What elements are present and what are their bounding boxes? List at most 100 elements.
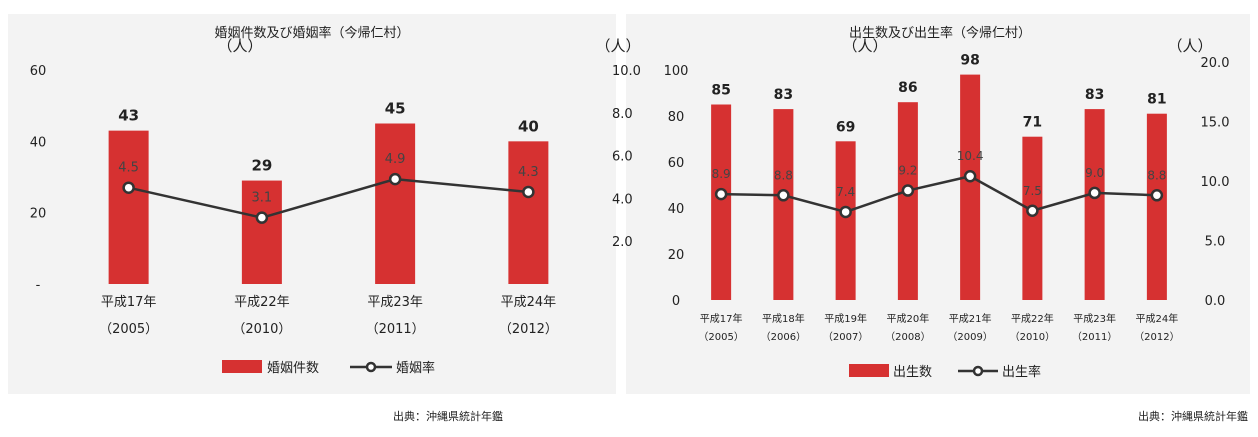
marriage-category-year: （2010） — [232, 322, 291, 337]
marriage-bar-label: 43 — [118, 107, 139, 125]
birth-y-tick: 100 — [664, 64, 689, 79]
birth-bar-label: 86 — [898, 80, 917, 96]
marriage-rate-line — [128, 177, 529, 219]
birth-rate-line — [721, 174, 1157, 214]
birth-legend: 出生数 出生率 — [849, 364, 1041, 380]
birth-rate-marker — [1088, 186, 1101, 200]
marriage-legend-line-label: 婚姻率 — [396, 360, 435, 376]
birth-rate-label: 8.9 — [712, 167, 731, 181]
birth-rate-label: 9.2 — [898, 164, 917, 178]
birth-category-label: 平成21年 — [949, 312, 992, 325]
marriage-category-label: 平成24年 — [501, 295, 557, 310]
birth-category-label: 平成20年 — [887, 312, 930, 325]
birth-legend-bar-label: 出生数 — [893, 365, 932, 380]
chart-marks: - 20 40 60 2.0 4.0 6.0 8.0 10.0 43 29 45 40 4.5 3.1 4.9… — [30, 53, 1230, 343]
birth-y-tick: 80 — [668, 110, 685, 125]
birth-source-note: 出典：沖縄県統計年鑑 — [1138, 409, 1248, 423]
birth-category-year: （2005） — [698, 331, 743, 343]
marriage-legend-marker — [365, 361, 377, 373]
marriage-bar-label: 29 — [251, 157, 272, 175]
birth-y-tick: 60 — [668, 156, 685, 171]
marriage-bar-label: 40 — [518, 117, 539, 135]
marriage-source-note: 出典：沖縄県統計年鑑 — [393, 409, 503, 423]
birth-rate-label: 8.8 — [1147, 168, 1166, 182]
birth-category-year: （2010） — [1010, 331, 1055, 343]
birth-rate-label: 7.4 — [836, 185, 855, 199]
marriage-category-label: 平成23年 — [367, 295, 423, 310]
marriage-legend-bar-label: 婚姻件数 — [267, 361, 319, 376]
marriage-y2-tick: 4.0 — [612, 192, 633, 207]
birth-category-label: 平成18年 — [762, 312, 805, 325]
birth-rate-label: 9.0 — [1085, 166, 1104, 180]
birth-bar-label: 98 — [960, 53, 979, 69]
marriage-rate-marker — [522, 185, 535, 199]
birth-bar-label: 83 — [774, 87, 793, 103]
birth-rate-marker — [1026, 204, 1039, 217]
marriage-y2-tick: 2.0 — [612, 235, 633, 250]
birth-category-label: 平成17年 — [700, 312, 743, 325]
birth-legend-bar-swatch — [849, 364, 889, 377]
marriage-rate-label: 3.1 — [252, 191, 273, 206]
birth-bar — [1084, 109, 1105, 300]
birth-chart-title: 出生数及び出生率（今帰仁村） — [849, 25, 1031, 41]
birth-y-tick: 40 — [668, 202, 685, 217]
birth-bar-label: 71 — [1023, 115, 1042, 131]
marriage-bar — [375, 123, 416, 284]
marriage-chart-title: 婚姻件数及び婚姻率（今帰仁村） — [214, 25, 409, 41]
marriage-rate-marker — [122, 181, 135, 194]
marriage-category-label: 平成22年 — [234, 295, 290, 310]
birth-y2-tick: 15.0 — [1201, 116, 1230, 131]
birth-y2-tick: 0.0 — [1205, 294, 1226, 309]
marriage-rate-marker — [255, 211, 269, 224]
marriage-y-tick: 20 — [30, 207, 47, 222]
birth-bar-label: 69 — [836, 119, 855, 135]
birth-category-label: 平成23年 — [1073, 312, 1116, 325]
birth-bar-label: 83 — [1085, 87, 1104, 103]
marriage-left-unit: （人） — [217, 37, 262, 55]
birth-rate-label: 10.4 — [957, 149, 984, 163]
marriage-bar-label: 45 — [385, 100, 406, 118]
birth-category-year: （2009） — [947, 331, 992, 343]
marriage-y2-tick: 8.0 — [612, 107, 633, 122]
marriage-category-year: （2012） — [499, 322, 558, 337]
birth-category-year: （2008） — [885, 331, 930, 343]
birth-bar-label: 85 — [711, 83, 730, 99]
birth-bar — [1022, 136, 1043, 300]
birth-bar — [773, 109, 794, 300]
marriage-category-year: （2005） — [99, 322, 158, 337]
birth-legend-marker — [972, 365, 984, 377]
birth-rate-marker — [839, 205, 852, 219]
birth-rate-marker — [777, 189, 790, 202]
marriage-rate-label: 4.9 — [385, 152, 406, 167]
marriage-bar — [508, 141, 549, 284]
birth-category-year: （2012） — [1134, 331, 1179, 343]
birth-bar — [835, 141, 856, 300]
birth-category-label: 平成19年 — [824, 312, 867, 325]
birth-bar — [960, 74, 981, 300]
marriage-y-tick: - — [36, 278, 41, 293]
birth-rate-marker — [901, 184, 915, 197]
birth-bar-label: 81 — [1147, 92, 1166, 108]
birth-category-year: （2006） — [761, 331, 806, 343]
marriage-right-unit: （人） — [595, 37, 640, 55]
marriage-rate-label: 4.3 — [518, 165, 539, 180]
birth-category-year: （2011） — [1072, 331, 1117, 343]
birth-y-tick: 0 — [672, 294, 680, 309]
birth-y2-tick: 20.0 — [1201, 56, 1230, 71]
birth-legend-line-label: 出生率 — [1002, 364, 1041, 380]
birth-category-label: 平成24年 — [1136, 312, 1179, 325]
birth-rate-marker — [714, 187, 728, 201]
birth-category-year: （2007） — [823, 331, 868, 343]
marriage-bar — [241, 180, 282, 284]
marriage-category-label: 平成17年 — [101, 295, 157, 310]
birth-bar — [1146, 113, 1167, 300]
birth-rate-label: 8.8 — [774, 168, 793, 182]
marriage-y2-tick: 10.0 — [612, 64, 641, 79]
birth-rate-marker — [1150, 189, 1164, 202]
birth-y2-tick: 10.0 — [1201, 175, 1230, 190]
birth-rate-marker — [963, 169, 977, 183]
birth-bar — [897, 102, 918, 300]
birth-y2-tick: 5.0 — [1205, 235, 1226, 250]
